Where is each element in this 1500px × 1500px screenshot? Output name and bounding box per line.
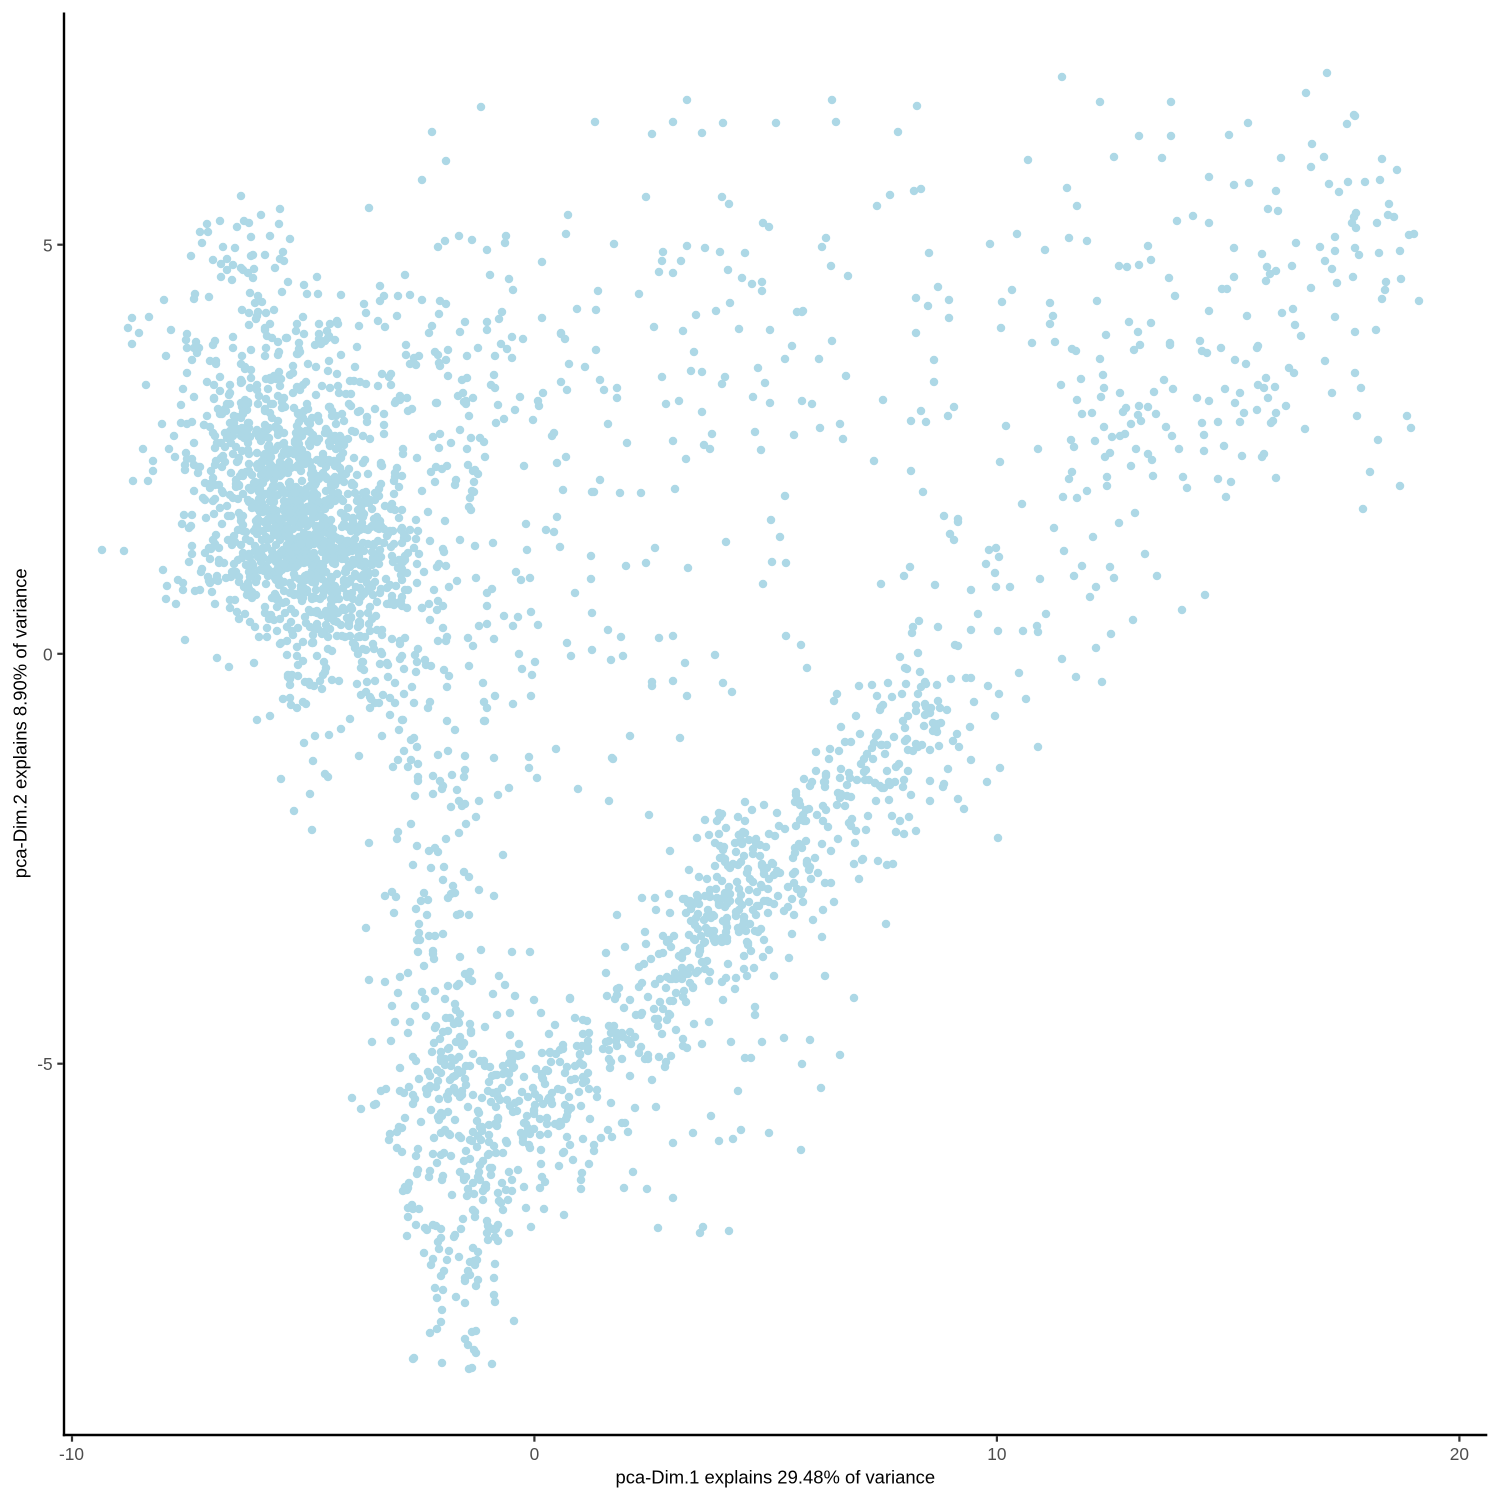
svg-text:-10: -10: [59, 1444, 84, 1464]
svg-text:pca-Dim.1 explains 29.48% of v: pca-Dim.1 explains 29.48% of variance: [615, 1467, 935, 1488]
svg-text:pca-Dim.2 explains 8.90% of va: pca-Dim.2 explains 8.90% of variance: [10, 568, 31, 878]
svg-text:-5: -5: [37, 1054, 52, 1074]
svg-text:5: 5: [43, 236, 53, 256]
svg-text:0: 0: [43, 644, 53, 664]
svg-text:0: 0: [530, 1444, 540, 1464]
svg-text:20: 20: [1450, 1444, 1469, 1464]
svg-text:10: 10: [987, 1444, 1006, 1464]
